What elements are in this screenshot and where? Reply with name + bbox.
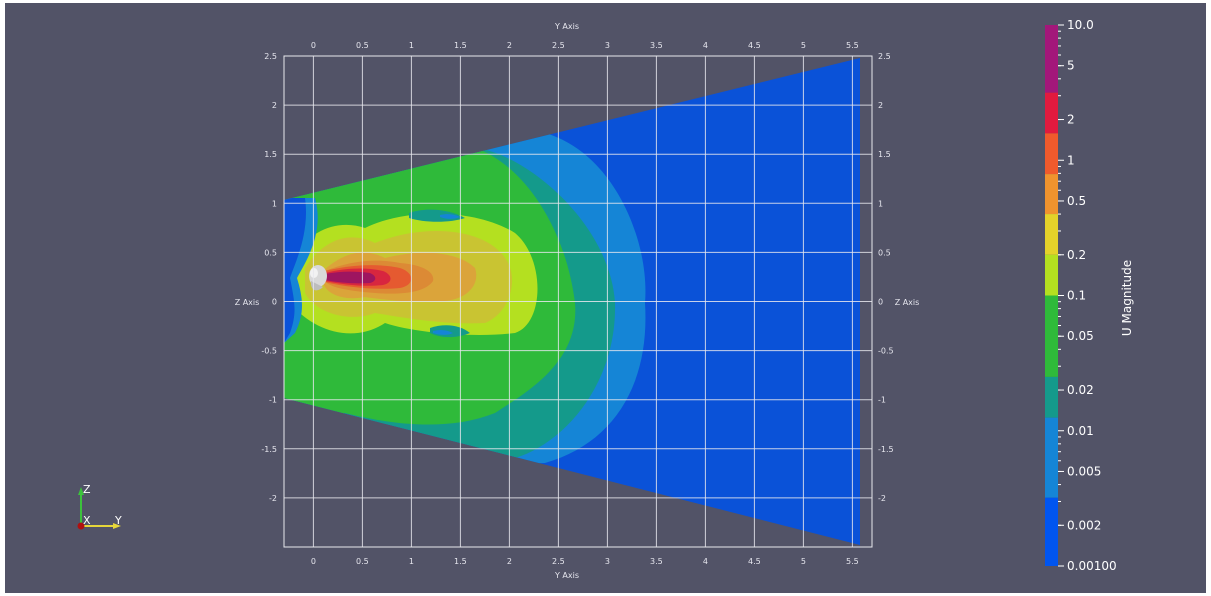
y-tick-label-top: 0.5 xyxy=(356,41,369,50)
colorbar-tick-label: 0.1 xyxy=(1067,289,1086,303)
colorbar-band xyxy=(1045,214,1058,255)
y-tick-label-top: 0 xyxy=(311,41,316,50)
z-tick-label-right: -2 xyxy=(878,494,886,503)
region-near-edge-far xyxy=(284,198,307,343)
z-tick-label-left: 0 xyxy=(272,298,277,307)
y-tick-label-bottom: 1 xyxy=(409,557,414,566)
z-tick-label-right: -1 xyxy=(878,396,886,405)
z-tick-label-right: -1.5 xyxy=(878,445,894,454)
colorbar-tick-label: 0.2 xyxy=(1067,248,1086,262)
y-tick-label-bottom: 5.5 xyxy=(846,557,859,566)
z-axis-title-left: Z Axis xyxy=(235,298,260,307)
colorbar-band xyxy=(1045,417,1058,498)
colorbar-band xyxy=(1045,295,1058,377)
y-axis-title-top: Y Axis xyxy=(554,22,579,31)
y-tick-label-bottom: 0.5 xyxy=(356,557,369,566)
z-tick-label-left: 0.5 xyxy=(264,248,277,257)
axes-grid xyxy=(283,55,873,548)
z-tick-label-right: 2.5 xyxy=(878,52,891,61)
y-tick-label-top: 1 xyxy=(409,41,414,50)
z-tick-label-right: 0 xyxy=(878,298,883,307)
colorbar-tick-label: 5 xyxy=(1067,59,1075,73)
y-tick-label-bottom: 3 xyxy=(605,557,610,566)
y-tick-label-top: 2.5 xyxy=(552,41,565,50)
pocket-top-blue xyxy=(440,214,460,219)
colorbar-band xyxy=(1045,254,1058,296)
colorbar-band xyxy=(1045,174,1058,215)
axes-tick-labels: 0 0 0.5 0.5 1 1 1.5 1.5 2 2 2.5 2.5 3 3 3.5 3.5 4 4 4.5 4.5… xyxy=(261,41,893,566)
colorbar-tick-label: 0.01 xyxy=(1067,424,1094,438)
z-tick-label-left: 2 xyxy=(272,101,277,110)
pocket-bottom-blue xyxy=(433,329,453,335)
colorbar-tick-label: 0.02 xyxy=(1067,383,1094,397)
y-tick-label-bottom: 3.5 xyxy=(650,557,663,566)
z-tick-label-right: 1 xyxy=(878,199,883,208)
colorbar-tick-label: 0.002 xyxy=(1067,518,1101,532)
z-tick-label-right: 2 xyxy=(878,101,883,110)
z-tick-label-left: -1 xyxy=(269,396,277,405)
y-tick-label-top: 5 xyxy=(801,41,806,50)
y-tick-label-bottom: 5 xyxy=(801,557,806,566)
orientation-y-label: Y xyxy=(114,514,122,527)
z-tick-label-right: -0.5 xyxy=(878,347,894,356)
z-tick-label-left: 2.5 xyxy=(264,52,277,61)
z-axis-title-right: Z Axis xyxy=(895,298,920,307)
colorbar-title: U Magnitude xyxy=(1120,260,1134,336)
colorbar-tick-label: 10.0 xyxy=(1067,18,1094,32)
orientation-axes-widget: Z X Y xyxy=(77,483,122,530)
y-tick-label-top: 4 xyxy=(703,41,708,50)
z-tick-label-right: 0.5 xyxy=(878,248,891,257)
head-neck xyxy=(310,281,323,291)
z-tick-label-left: -0.5 xyxy=(261,347,277,356)
y-tick-label-bottom: 4.5 xyxy=(748,557,761,566)
z-tick-label-right: 1.5 xyxy=(878,150,891,159)
orientation-x-label: X xyxy=(83,514,91,527)
orientation-z-label: Z xyxy=(83,483,91,496)
colorbar-tick-label: 2 xyxy=(1067,113,1075,127)
colorbar: 10.0 5 2 1 0.5 0.2 0.1 0.05 0.02 0.01 0.005 0.002 0.… xyxy=(1045,18,1117,573)
y-tick-label-bottom: 4 xyxy=(703,557,708,566)
colorbar-tick-label: 0.5 xyxy=(1067,194,1086,208)
colorbar-band xyxy=(1045,25,1058,93)
colorbar-tick-label: 0.005 xyxy=(1067,464,1101,478)
colorbar-band xyxy=(1045,376,1058,418)
orientation-x-axis-dot xyxy=(77,522,85,530)
y-tick-label-top: 5.5 xyxy=(846,41,859,50)
y-tick-label-bottom: 0 xyxy=(311,557,316,566)
y-tick-label-top: 3 xyxy=(605,41,610,50)
z-tick-label-left: -1.5 xyxy=(261,445,277,454)
y-tick-label-top: 3.5 xyxy=(650,41,663,50)
colorbar-tick-label: 1 xyxy=(1067,153,1075,167)
velocity-field-slice xyxy=(284,58,860,545)
colorbar-band xyxy=(1045,497,1058,566)
render-viewport[interactable]: 0 0 0.5 0.5 1 1 1.5 1.5 2 2 2.5 2.5 3 3 3.5 3.5 4 4 4.5 4.5… xyxy=(5,3,1206,593)
scene-svg: 0 0 0.5 0.5 1 1 1.5 1.5 2 2 2.5 2.5 3 3 3.5 3.5 4 4 4.5 4.5… xyxy=(77,18,1134,580)
y-tick-label-top: 1.5 xyxy=(454,41,467,50)
z-tick-label-left: 1 xyxy=(272,199,277,208)
colorbar-tick-label: 0.00100 xyxy=(1067,559,1117,573)
orientation-z-arrowhead xyxy=(78,487,84,495)
colorbar-tick-label: 0.05 xyxy=(1067,329,1094,343)
z-tick-label-left: -2 xyxy=(269,494,277,503)
colorbar-band xyxy=(1045,133,1058,175)
y-tick-label-bottom: 2.5 xyxy=(552,557,565,566)
orientation-y-arrowhead xyxy=(113,523,121,529)
y-tick-label-bottom: 2 xyxy=(507,557,512,566)
y-axis-title-bottom: Y Axis xyxy=(554,571,579,580)
y-tick-label-top: 4.5 xyxy=(748,41,761,50)
y-tick-label-top: 2 xyxy=(507,41,512,50)
y-tick-label-bottom: 1.5 xyxy=(454,557,467,566)
colorbar-band xyxy=(1045,92,1058,134)
z-tick-label-left: 1.5 xyxy=(264,150,277,159)
head-highlight xyxy=(310,268,318,278)
